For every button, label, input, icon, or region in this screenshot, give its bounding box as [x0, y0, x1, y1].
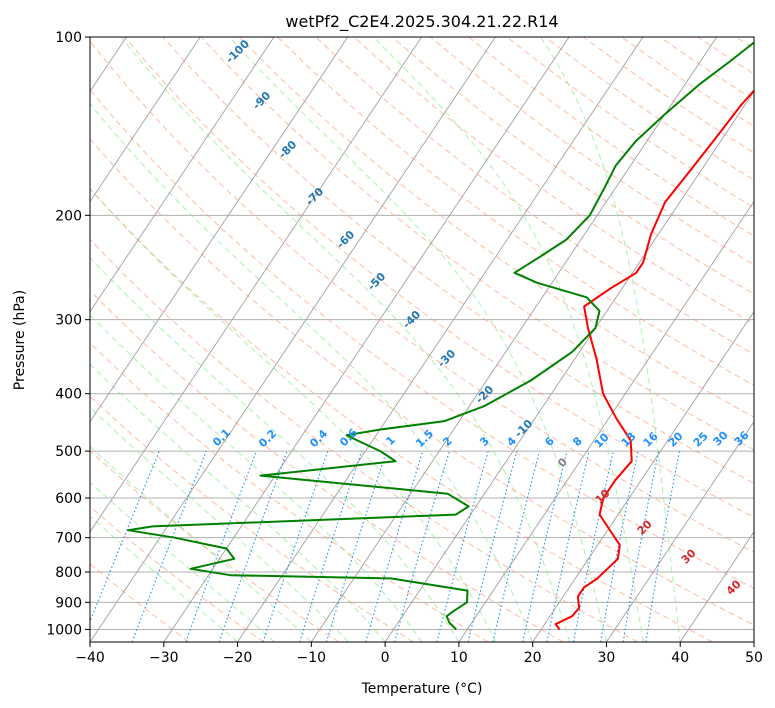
x-tick-label: 30: [598, 650, 616, 666]
dewpoint-line: [127, 41, 754, 631]
moist-adiabat-line: [90, 187, 497, 642]
isotherm-line: [310, 37, 718, 642]
mixing-ratio-line: [90, 450, 160, 623]
moist-adiabat-line: [90, 314, 423, 642]
y-tick-label: 1000: [46, 622, 82, 638]
isotherm-line: [90, 37, 275, 313]
x-tick-label: 20: [524, 650, 542, 666]
isotherm-line: [90, 37, 201, 203]
dry-adiabat-line: [90, 188, 713, 642]
isotherm-line: [237, 37, 644, 642]
moist-adiabat-line: [540, 37, 681, 642]
x-tick-label: −30: [149, 650, 179, 666]
moist-adiabat-line: [228, 37, 607, 642]
mixing-ratio-lines: [90, 450, 681, 642]
isotherm-line: [532, 310, 754, 642]
moist-adiabat-line: [373, 37, 644, 642]
y-tick-label: 300: [55, 313, 82, 329]
dry-adiabat-line: [391, 37, 754, 295]
isotherm-line: [163, 37, 570, 642]
y-tick-label: 700: [55, 531, 82, 547]
x-axis-ticks: −40 −30 −20 −10 0 10 20 30 40 50: [75, 642, 763, 666]
plot-frame: [89, 36, 755, 643]
mixing-ratio-line: [467, 450, 518, 642]
y-axis-ticks: 100 200 300 400 500 600 700 800 900 1000: [46, 30, 90, 638]
mixing-ratio-line: [394, 450, 450, 642]
mixing-ratio-line: [546, 450, 590, 642]
moist-adiabat-line: [120, 37, 571, 642]
moist-adiabats: [90, 37, 681, 642]
dry-adiabat-line: [90, 342, 489, 642]
moist-adiabat-line: [90, 515, 238, 642]
mixing-ratio-line: [365, 450, 424, 642]
dry-adiabat-line: [90, 238, 639, 642]
dry-adiabat-line: [90, 138, 754, 626]
profile-lines: [127, 41, 754, 631]
dry-adiabat-line: [124, 37, 754, 518]
y-axis-label: Pressure (hPa): [12, 290, 28, 390]
isotherm-line: [606, 420, 754, 642]
y-tick-label: 600: [55, 491, 82, 507]
x-axis-label: Temperature (°C): [361, 681, 483, 697]
dry-adiabat-line: [200, 37, 754, 451]
isotherm-line: [90, 37, 422, 533]
x-tick-label: −20: [223, 650, 253, 666]
y-tick-label: 500: [55, 444, 82, 460]
y-tick-label: 100: [55, 30, 82, 46]
x-tick-label: 10: [450, 650, 468, 666]
mixing-ratio-line: [492, 450, 541, 642]
temperature-line: [554, 89, 754, 630]
x-tick-label: 40: [671, 650, 689, 666]
isotherm-line: [679, 531, 754, 642]
x-tick-label: 0: [381, 650, 390, 666]
mixing-ratio-line: [262, 450, 329, 642]
dry-adiabat-line: [90, 89, 754, 589]
dry-adiabat-line: [90, 290, 564, 642]
isotherm-line: [458, 200, 754, 642]
x-tick-label: −10: [297, 650, 327, 666]
isotherm-line: [90, 37, 349, 423]
moist-adiabat-line: [90, 256, 460, 642]
x-tick-label: 50: [745, 650, 763, 666]
mixing-ratio-line: [522, 450, 568, 642]
mixing-ratio-line: [299, 450, 363, 642]
y-tick-label: 400: [55, 387, 82, 403]
dry-adiabat-line: [90, 505, 265, 642]
mixing-ratio-line: [131, 450, 207, 642]
y-tick-label: 200: [55, 208, 82, 224]
x-tick-label: −40: [75, 650, 105, 666]
mixing-ratio-line: [436, 450, 489, 642]
dry-adiabat-line: [277, 37, 754, 387]
mixing-ratio-line: [218, 450, 288, 642]
chart-title: wetPf2_C2E4.2025.304.21.22.R14: [285, 12, 558, 32]
mixing-ratio-line: [325, 450, 388, 642]
mixing-ratio-line: [185, 450, 257, 642]
moist-adiabat-line: [90, 363, 386, 642]
pressure-gridlines: [90, 37, 754, 630]
moist-adiabat-line: [90, 103, 534, 642]
isotherm-line: [90, 37, 496, 642]
moist-adiabat-line: [90, 481, 275, 642]
isotherms: [90, 37, 754, 642]
isotherm-line: [384, 90, 754, 642]
y-tick-label: 900: [55, 595, 82, 611]
y-tick-label: 800: [55, 565, 82, 581]
moist-adiabat-line: [90, 406, 349, 642]
